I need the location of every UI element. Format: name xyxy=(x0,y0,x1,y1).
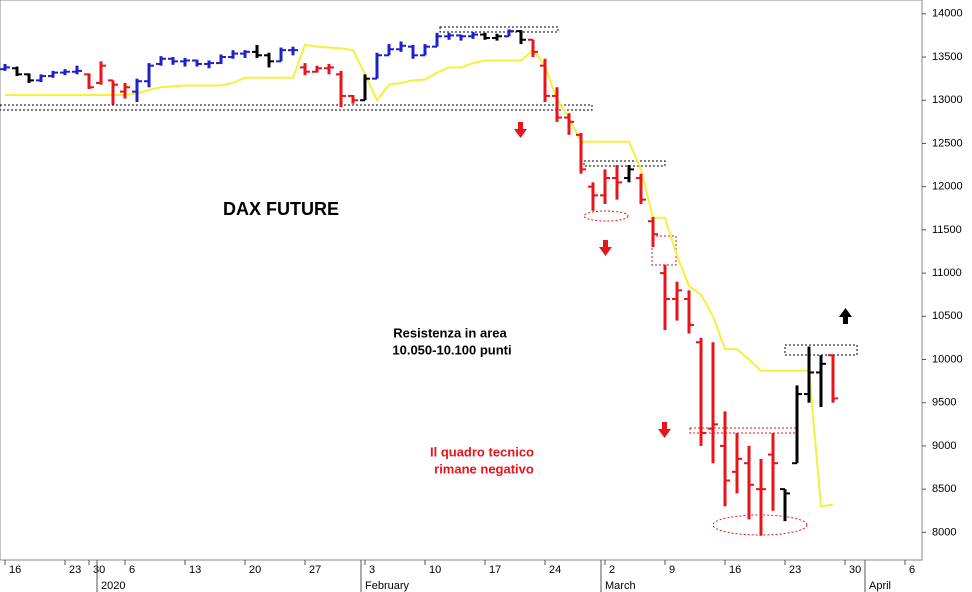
y-tick-label: 11500 xyxy=(932,224,962,236)
support-box xyxy=(0,104,593,111)
x-tick-label: 30 xyxy=(93,564,105,576)
plot-frame xyxy=(0,0,923,561)
y-tick-label: 12000 xyxy=(932,181,963,193)
x-tick-label: 9 xyxy=(669,564,675,576)
up-arrow xyxy=(839,308,852,324)
y-tick-label: 12500 xyxy=(932,137,963,149)
x-tick-label: 10 xyxy=(429,564,441,576)
x-tick-label: 13 xyxy=(189,564,201,576)
x-tick-label: 16 xyxy=(9,564,21,576)
stop-line xyxy=(5,43,834,508)
y-tick-label: 10000 xyxy=(932,353,963,365)
x-tick-label: 30 xyxy=(849,564,861,576)
x-tick-label: 23 xyxy=(69,564,81,576)
resistance-box xyxy=(784,344,858,356)
x-tick-label: 17 xyxy=(489,564,501,576)
x-tick-label: 24 xyxy=(549,564,561,576)
x-tick-label: 16 xyxy=(729,564,741,576)
x-tick-label: 23 xyxy=(789,564,801,576)
annotation: Il quadro tecnico xyxy=(430,444,534,459)
y-tick-label: 14000 xyxy=(932,8,963,20)
x-tick-label: 6 xyxy=(909,564,915,576)
month-label: March xyxy=(605,580,636,592)
y-tick-label: 9000 xyxy=(932,440,956,452)
y-tick-label: 8500 xyxy=(932,483,956,495)
down-arrow xyxy=(514,122,527,138)
x-tick-label: 2 xyxy=(609,564,615,576)
arrows xyxy=(514,122,852,438)
annotation: Resistenza in area xyxy=(393,325,507,340)
month-label: 2020 xyxy=(101,580,125,592)
y-tick-label: 13500 xyxy=(932,51,963,63)
chart-title: DAX FUTURE xyxy=(223,199,339,219)
y-tick-label: 13000 xyxy=(932,94,963,106)
low-ellipse xyxy=(583,210,629,222)
down-arrow xyxy=(599,240,612,256)
y-tick-label: 8000 xyxy=(932,526,956,538)
month-label: February xyxy=(365,580,410,592)
resistance-box xyxy=(583,160,666,167)
x-tick-label: 6 xyxy=(129,564,135,576)
top-box xyxy=(439,26,559,33)
x-tick-label: 3 xyxy=(369,564,375,576)
y-tick-label: 9500 xyxy=(932,397,956,409)
month-label: April xyxy=(869,580,891,592)
x-tick-label: 27 xyxy=(309,564,321,576)
y-tick-label: 11000 xyxy=(932,267,962,279)
down-arrow xyxy=(658,422,671,438)
annotation: rimane negativo xyxy=(434,461,534,476)
y-tick-label: 10500 xyxy=(932,310,963,322)
annotation: 10.050-10.100 punti xyxy=(392,342,511,357)
x-tick-label: 20 xyxy=(249,564,261,576)
